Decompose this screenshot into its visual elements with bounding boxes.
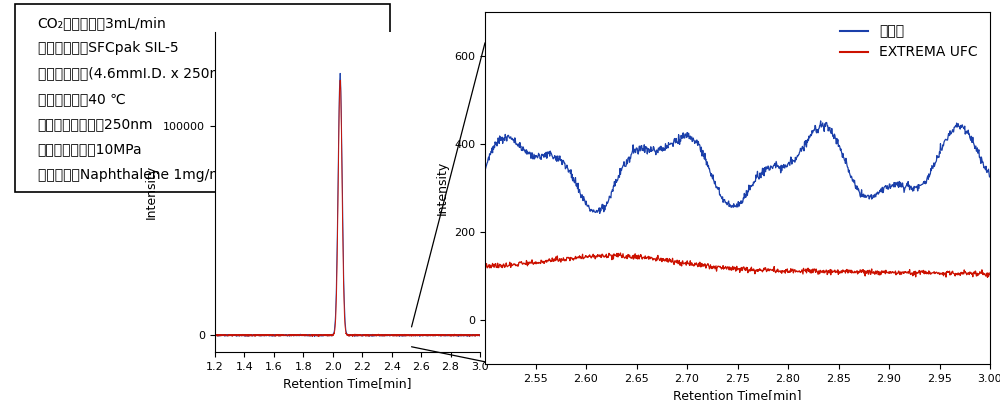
X-axis label: Retention Time[min]: Retention Time[min] <box>673 389 802 400</box>
Text: カ　ラ　ム：SFCpak SIL-5: カ ラ ム：SFCpak SIL-5 <box>38 41 178 55</box>
Text: (4.6mmI.D. x 250mmL): (4.6mmI.D. x 250mmL) <box>38 66 249 80</box>
Y-axis label: Intensity: Intensity <box>145 165 158 219</box>
Text: カラム温度：40 ℃: カラム温度：40 ℃ <box>38 92 125 106</box>
Text: CO₂　流　量：3mL/min: CO₂ 流 量：3mL/min <box>38 16 166 30</box>
X-axis label: Retention Time[min]: Retention Time[min] <box>283 377 412 390</box>
Legend: 従来機, EXTREMA UFC: 従来機, EXTREMA UFC <box>834 19 983 65</box>
Y-axis label: Intensity: Intensity <box>436 161 449 215</box>
Text: サンプル：Naphthalene 1mg/mL: サンプル：Naphthalene 1mg/mL <box>38 168 230 182</box>
Text: 圧　　　　力：10MPa: 圧 力：10MPa <box>38 143 142 157</box>
Text: 検　出　波　長：250nm: 検 出 波 長：250nm <box>38 117 153 131</box>
